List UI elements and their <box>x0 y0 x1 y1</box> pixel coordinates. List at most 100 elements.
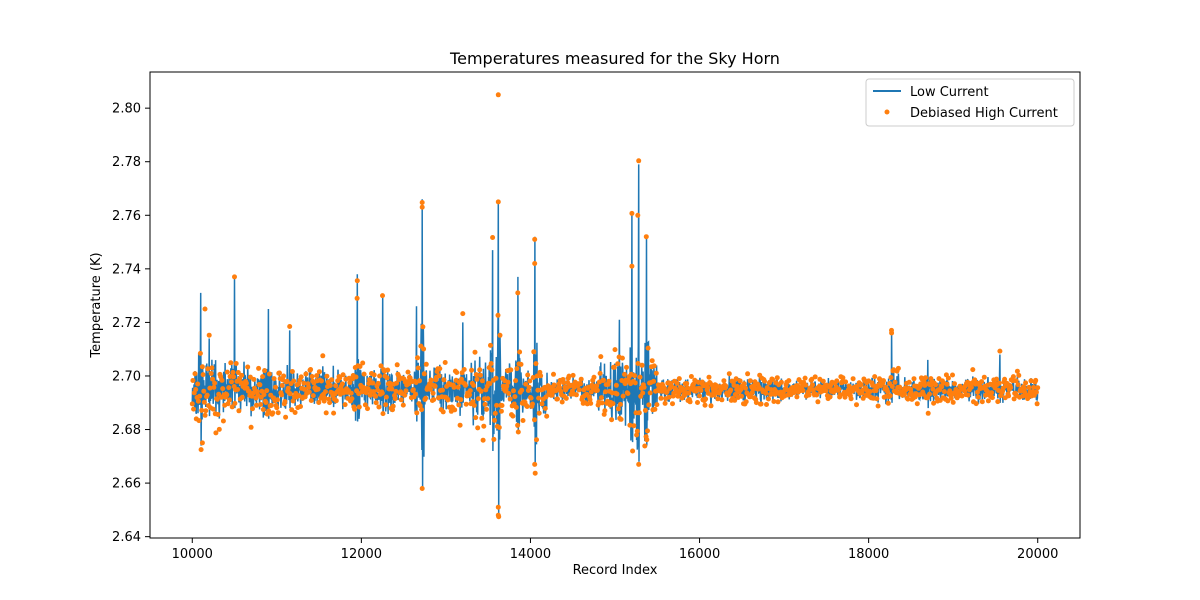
high-current-point <box>906 379 912 385</box>
high-current-point <box>803 382 809 388</box>
high-current-point <box>505 379 511 385</box>
high-current-point <box>975 389 980 395</box>
x-tick-label: 12000 <box>341 547 382 562</box>
high-current-point <box>536 395 542 401</box>
high-current-point <box>676 376 682 382</box>
high-current-point <box>559 399 565 405</box>
high-current-point <box>347 380 353 386</box>
high-current-point <box>905 396 911 402</box>
high-current-point <box>459 376 464 382</box>
high-current-point <box>421 346 427 352</box>
high-current-point <box>415 365 421 371</box>
high-current-point <box>741 381 747 387</box>
high-current-point <box>250 406 255 412</box>
high-current-point <box>959 393 965 399</box>
high-current-point <box>1023 380 1029 386</box>
high-current-point <box>588 400 594 406</box>
high-current-point <box>471 402 477 408</box>
high-current-point <box>721 378 727 384</box>
high-current-point <box>231 374 236 380</box>
high-current-point <box>492 410 498 416</box>
high-current-point <box>867 389 873 394</box>
high-current-point <box>192 371 198 377</box>
high-current-point <box>494 402 500 408</box>
high-current-point <box>289 369 295 374</box>
high-current-point <box>774 375 780 381</box>
high-current-point <box>647 390 653 396</box>
high-current-point <box>359 389 365 395</box>
high-current-point <box>273 384 278 390</box>
high-current-point <box>625 391 631 396</box>
high-current-point <box>291 378 297 384</box>
high-current-point <box>766 396 771 402</box>
high-current-point <box>246 388 252 394</box>
high-current-point <box>530 401 535 407</box>
high-current-point <box>519 387 525 393</box>
high-current-point <box>925 395 930 401</box>
high-current-point <box>298 404 303 409</box>
high-current-point <box>204 392 210 398</box>
high-current-point <box>973 401 979 407</box>
high-current-point <box>911 376 917 382</box>
high-current-point <box>637 374 643 380</box>
high-current-point <box>370 380 376 386</box>
high-current-point <box>1010 374 1016 380</box>
high-current-point <box>931 400 937 406</box>
high-current-point <box>652 406 658 412</box>
high-current-point <box>428 377 434 383</box>
high-current-point <box>419 200 425 205</box>
high-current-point <box>970 367 976 373</box>
high-current-point <box>193 387 199 392</box>
high-current-point <box>916 392 922 398</box>
high-current-point <box>810 382 815 388</box>
high-current-point <box>243 380 249 386</box>
high-current-point <box>200 372 206 378</box>
high-current-point <box>316 400 322 405</box>
high-current-point <box>275 397 280 403</box>
high-current-point <box>196 418 202 424</box>
high-current-point <box>520 418 526 423</box>
high-current-point <box>594 387 600 393</box>
high-current-point <box>235 387 241 392</box>
high-current-point <box>952 381 957 387</box>
legend-label-low-current: Low Current <box>910 85 989 100</box>
high-current-point <box>353 374 359 380</box>
high-current-point <box>365 406 370 412</box>
high-current-point <box>490 235 496 240</box>
x-axis: 10000 12000 14000 16000 18000 20000 <box>172 538 1058 562</box>
high-current-point <box>423 395 429 401</box>
high-current-point <box>850 376 856 382</box>
high-current-point <box>383 394 389 400</box>
high-current-point <box>475 396 481 402</box>
high-current-point <box>654 402 660 408</box>
high-current-point <box>488 342 493 348</box>
high-current-point <box>885 389 891 395</box>
high-current-point <box>687 399 693 405</box>
high-current-point <box>220 386 226 392</box>
high-current-point <box>261 392 267 398</box>
high-current-point <box>563 395 569 401</box>
high-current-point <box>631 423 637 429</box>
high-current-point <box>441 377 447 383</box>
y-tick-label: 2.74 <box>112 262 141 277</box>
high-current-point <box>423 361 429 367</box>
high-current-point <box>316 369 322 375</box>
high-current-point <box>610 401 616 407</box>
y-tick-label: 2.68 <box>112 423 141 438</box>
high-current-point <box>461 367 467 372</box>
high-current-outlier-point <box>495 512 501 518</box>
high-current-point <box>497 332 503 338</box>
high-current-point <box>414 410 420 416</box>
high-current-point <box>634 432 640 438</box>
high-current-point <box>601 411 607 417</box>
high-current-point <box>463 382 468 388</box>
high-current-point <box>455 384 461 390</box>
high-current-point <box>475 425 481 431</box>
high-current-point <box>770 377 776 382</box>
high-current-point <box>322 395 328 401</box>
high-current-point <box>836 386 842 392</box>
high-current-point <box>385 367 391 373</box>
high-current-point <box>296 393 302 399</box>
high-current-point <box>551 371 556 377</box>
high-current-point <box>561 380 567 385</box>
